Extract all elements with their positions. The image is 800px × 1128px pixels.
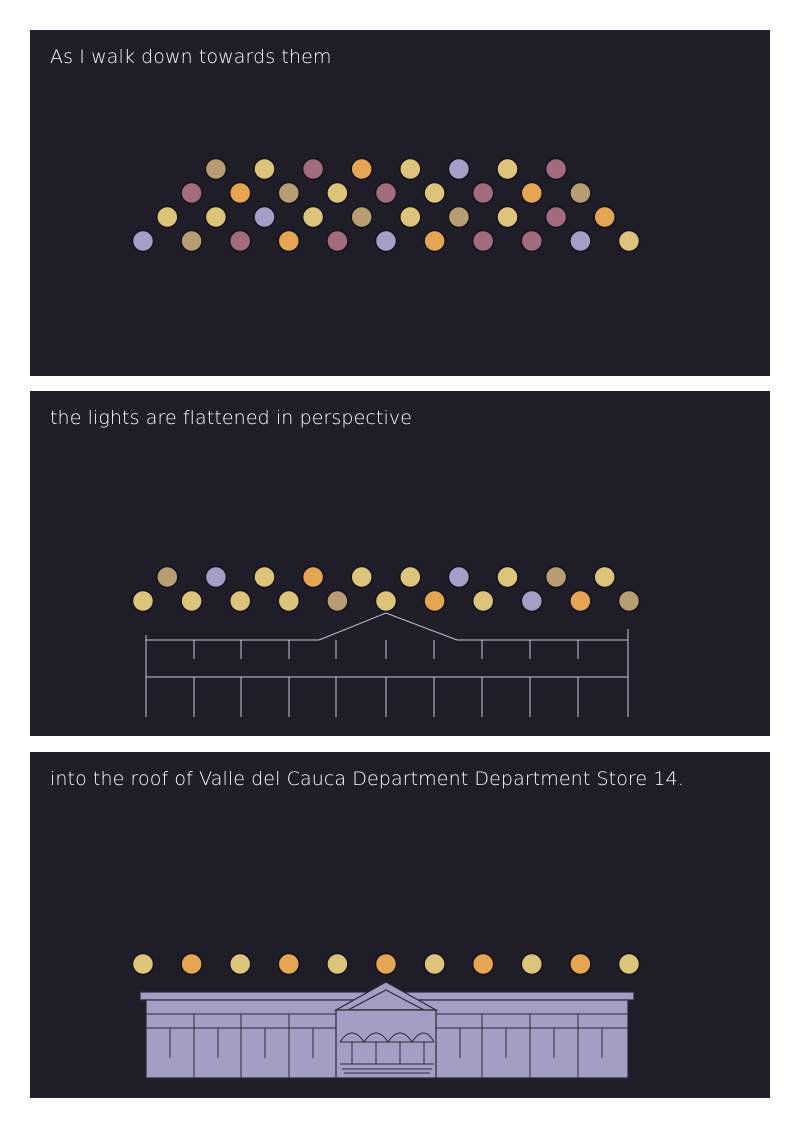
- string-light: [496, 157, 519, 181]
- string-light: [471, 952, 495, 976]
- string-light: [374, 952, 398, 976]
- string-light: [326, 589, 349, 613]
- string-light: [204, 205, 228, 229]
- string-light: [301, 205, 325, 229]
- comic-panel-1: As I walk down towards them: [30, 30, 770, 376]
- string-light: [374, 229, 398, 253]
- string-light: [156, 565, 179, 589]
- string-light: [374, 589, 398, 613]
- string-light: [520, 181, 544, 205]
- panel-3-lights: [131, 952, 641, 976]
- string-light: [520, 229, 544, 253]
- string-light: [399, 205, 422, 229]
- string-light: [544, 157, 568, 181]
- string-light: [301, 565, 325, 589]
- string-light: [496, 565, 519, 589]
- string-light: [301, 157, 325, 181]
- string-light: [520, 952, 544, 976]
- string-light: [253, 565, 276, 589]
- string-light: [593, 205, 616, 229]
- building-details: [146, 1013, 628, 1079]
- string-light: [423, 952, 446, 976]
- string-light: [180, 181, 203, 205]
- string-light: [350, 157, 373, 181]
- string-light: [350, 205, 373, 229]
- string-light: [423, 589, 446, 613]
- string-light: [617, 589, 641, 613]
- string-light: [471, 589, 495, 613]
- panel-2-lights: [131, 565, 641, 613]
- string-light: [399, 565, 422, 589]
- panel-2-scene: [131, 565, 641, 717]
- string-light: [447, 205, 471, 229]
- panel-1-caption: As I walk down towards them: [50, 46, 332, 68]
- string-light: [326, 229, 349, 253]
- string-light: [180, 952, 203, 976]
- string-light: [569, 589, 592, 613]
- string-light: [131, 229, 155, 253]
- string-light: [617, 952, 641, 976]
- string-light: [544, 205, 568, 229]
- string-light: [131, 589, 155, 613]
- string-light: [544, 565, 568, 589]
- string-light: [496, 205, 519, 229]
- panel-3-caption: into the roof of Valle del Cauca Departm…: [50, 768, 684, 790]
- string-light: [447, 157, 471, 181]
- string-light: [423, 181, 446, 205]
- string-light: [253, 205, 276, 229]
- panel-1-lights: [131, 157, 641, 253]
- string-light: [228, 229, 252, 253]
- string-light: [180, 589, 203, 613]
- department-store-building: [139, 981, 635, 1079]
- string-light: [471, 229, 495, 253]
- string-light: [131, 952, 155, 976]
- string-light: [326, 181, 349, 205]
- roof-wireframe: [145, 612, 629, 717]
- string-light: [277, 952, 301, 976]
- string-light: [228, 952, 252, 976]
- string-light: [399, 157, 422, 181]
- string-light: [204, 157, 228, 181]
- string-light: [374, 181, 398, 205]
- string-light: [520, 589, 544, 613]
- string-light: [204, 565, 228, 589]
- string-light: [423, 229, 446, 253]
- comic-panel-2: the lights are flattened in perspective: [30, 391, 770, 736]
- string-light: [447, 565, 471, 589]
- string-light: [180, 229, 203, 253]
- string-light: [156, 205, 179, 229]
- string-light: [228, 589, 252, 613]
- string-light: [569, 181, 592, 205]
- string-light: [277, 181, 301, 205]
- string-light: [617, 229, 641, 253]
- string-light: [569, 952, 592, 976]
- string-light: [593, 565, 616, 589]
- string-light: [350, 565, 373, 589]
- string-light: [326, 952, 349, 976]
- panel-2-caption: the lights are flattened in perspective: [50, 407, 412, 429]
- string-light: [471, 181, 495, 205]
- string-light: [228, 181, 252, 205]
- string-light: [277, 229, 301, 253]
- string-light: [277, 589, 301, 613]
- panel-3-scene: [131, 952, 641, 1079]
- comic-panel-3: into the roof of Valle del Cauca Departm…: [30, 752, 770, 1098]
- string-light: [569, 229, 592, 253]
- string-light: [253, 157, 276, 181]
